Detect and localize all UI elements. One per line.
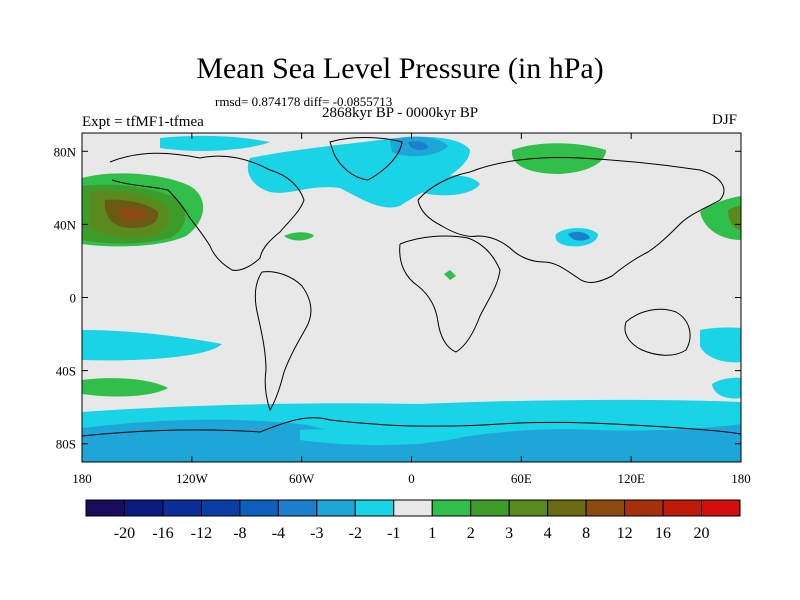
y-tick-label: 40N — [54, 217, 77, 232]
coast-africa — [399, 235, 501, 353]
colorbar-label: 3 — [505, 525, 513, 542]
colorbar-swatch — [316, 499, 356, 517]
coast-greenland — [329, 137, 403, 181]
greenland-core — [408, 141, 428, 150]
siberia-green — [511, 143, 606, 174]
colorbar: -20 -16 -12 -8 -4 -3 -2 -1 1 2 3 4 8 12 16 20 — [85, 499, 741, 542]
colorbar-swatch — [662, 499, 703, 517]
colorbar-label: 12 — [617, 525, 633, 542]
atlantic-green-blob — [284, 232, 314, 241]
colorbar-label: -12 — [191, 525, 212, 542]
antarctic-cyan-patch — [300, 429, 460, 446]
east-pacific-cyan-patch — [700, 327, 741, 363]
colorbar-label: 20 — [694, 525, 710, 542]
colorbar-swatch — [354, 499, 395, 517]
colorbar-label: -3 — [310, 525, 323, 542]
coast-south-america — [254, 271, 312, 412]
coast-antarctica — [82, 417, 741, 437]
x-tick-label: 120W — [176, 471, 209, 486]
southern-ocean-blue-band — [82, 419, 741, 462]
colorbar-swatch — [701, 499, 741, 517]
x-tick-label: 120E — [617, 471, 645, 486]
colorbar-swatch — [239, 499, 279, 517]
colorbar-label: -2 — [349, 525, 362, 542]
arctic-cyan-a — [160, 135, 270, 151]
north-pacific-core — [119, 207, 148, 221]
colorbar-swatch — [624, 499, 664, 517]
colorbar-swatch — [431, 499, 472, 517]
map-title: Mean Sea Level Pressure (in hPa) — [196, 52, 604, 85]
y-tick-label: 80N — [54, 144, 77, 159]
colorbar-label: 1 — [428, 525, 436, 542]
colorbar-label: -4 — [272, 525, 285, 542]
colorbar-swatch — [200, 499, 241, 517]
colorbar-label: -8 — [233, 525, 246, 542]
east-pacific-green — [700, 196, 741, 240]
tibet-blue — [568, 231, 590, 241]
colorbar-label: -20 — [114, 525, 135, 542]
colorbar-swatch — [123, 499, 164, 517]
x-tick-label: 60W — [289, 471, 315, 486]
y-tick-label: 40S — [56, 364, 76, 379]
colorbar-swatch — [508, 499, 549, 517]
south-pacific-green-patch — [82, 378, 168, 397]
coast-australia — [624, 308, 691, 356]
y-tick-label: 80S — [56, 437, 76, 452]
colorbar-label: -16 — [152, 525, 173, 542]
colorbar-label: 4 — [544, 525, 552, 542]
east-edge-cyan-patch — [712, 377, 741, 399]
colorbar-swatch — [470, 499, 510, 517]
x-tick-label: 0 — [408, 471, 415, 486]
season-label: DJF — [712, 112, 738, 128]
rmsd-diff-line: rmsd= 0.874178 diff= -0.0855713 — [215, 94, 393, 109]
colorbar-swatch — [585, 499, 626, 517]
coast-north-america — [109, 152, 305, 271]
y-tick-label: 0 — [70, 291, 77, 306]
period-label: 2868kyr BP - 0000kyr BP — [322, 105, 479, 121]
colorbar-swatch — [162, 499, 202, 517]
coast-eurasia — [417, 157, 725, 283]
africa-green-dot — [444, 270, 456, 280]
colorbar-swatch — [547, 499, 587, 517]
colorbar-swatch — [277, 499, 318, 517]
map-panel — [82, 133, 741, 462]
map-axes: 180 120W 60W 0 60E 120E 180 80N 40N 0 40S 80S — [54, 133, 751, 486]
contour-fields — [82, 135, 741, 462]
colorbar-label: -1 — [387, 525, 400, 542]
colorbar-swatch — [85, 499, 125, 517]
coastlines — [82, 137, 741, 437]
south-pacific-cyan-patch — [82, 330, 222, 361]
nordic-cyan — [420, 175, 480, 196]
colorbar-label: 8 — [582, 525, 590, 542]
x-tick-label: 180 — [72, 471, 92, 486]
colorbar-swatch — [393, 499, 433, 517]
colorbar-label: 2 — [467, 525, 475, 542]
colorbar-label: 16 — [655, 525, 671, 542]
x-tick-label: 60E — [511, 471, 532, 486]
x-tick-label: 180 — [731, 471, 751, 486]
experiment-label: Expt = tfMF1-tfmea — [82, 114, 204, 130]
